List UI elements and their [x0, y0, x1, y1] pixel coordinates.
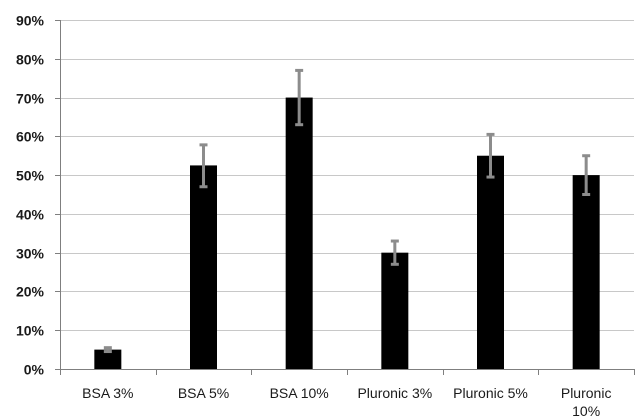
axes — [60, 20, 634, 375]
x-tick-label: BSA 5% — [178, 385, 229, 401]
x-tick-label-line: Pluronic 3% — [357, 385, 432, 401]
x-tick-label-line: BSA 5% — [178, 385, 229, 401]
y-tick-label: 30% — [16, 246, 45, 262]
x-tick-label-line: BSA 3% — [82, 385, 133, 401]
x-axis-ticks: BSA 3% BSA 5% BSA 10% Pluronic 3% Pluronic 5… — [82, 369, 635, 419]
y-tick-label: 20% — [16, 284, 45, 300]
bar — [381, 252, 409, 369]
y-tick-label: 0% — [24, 362, 45, 378]
bar — [94, 349, 122, 369]
y-tick-label: 40% — [16, 207, 45, 223]
y-tick-label: 70% — [16, 91, 45, 107]
x-tick-label: Pluronic 3% — [357, 385, 432, 401]
x-tick-label-line: Pluronic 5% — [453, 385, 528, 401]
y-tick-label: 60% — [16, 129, 45, 145]
bar — [190, 165, 217, 369]
bar — [477, 155, 504, 369]
y-tick-label: 50% — [16, 168, 45, 184]
error-bars — [103, 68, 591, 354]
x-tick-label: BSA 10% — [270, 385, 329, 401]
x-tick-label: BSA 3% — [82, 385, 133, 401]
x-tick-label-line: BSA 10% — [270, 385, 329, 401]
bars — [94, 97, 600, 370]
y-tick-label: 90% — [16, 13, 45, 29]
gridlines — [60, 20, 634, 331]
x-tick-label-line: 10% — [572, 403, 600, 419]
bar — [285, 97, 313, 370]
y-tick-label: 80% — [16, 52, 45, 68]
y-tick-label: 10% — [16, 323, 45, 339]
x-tick-label-line: Pluronic — [561, 385, 612, 401]
y-axis-ticks: 0% 10% 20% 30% 40% 50% 60% 70% 80% 90% — [16, 13, 60, 378]
x-tick-label: Pluronic 5% — [453, 385, 528, 401]
bar — [572, 175, 600, 369]
x-tick-label: Pluronic 10% — [561, 385, 612, 419]
